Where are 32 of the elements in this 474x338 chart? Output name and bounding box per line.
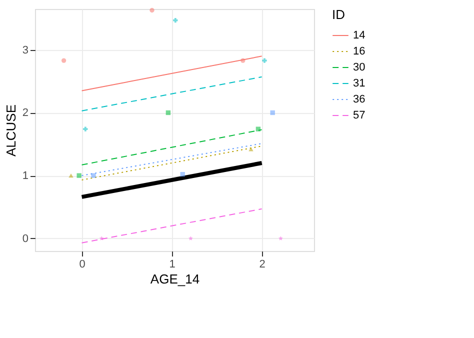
point bbox=[240, 58, 246, 63]
legend-label: 57 bbox=[353, 110, 366, 122]
point bbox=[76, 173, 82, 178]
y-tick-label: 2 bbox=[22, 107, 28, 120]
point bbox=[262, 58, 267, 63]
x-tick-label: 2 bbox=[259, 258, 266, 270]
point bbox=[278, 236, 283, 240]
y-tick-label: 3 bbox=[22, 44, 28, 56]
point bbox=[68, 174, 74, 178]
point bbox=[61, 58, 66, 63]
y-tick-label: 1 bbox=[22, 170, 28, 182]
point bbox=[83, 126, 88, 132]
point bbox=[188, 236, 193, 240]
point bbox=[180, 172, 185, 177]
legend-label: 31 bbox=[353, 78, 366, 90]
point bbox=[91, 173, 96, 178]
y-tick-label: 0 bbox=[22, 232, 28, 245]
point bbox=[150, 8, 154, 13]
point bbox=[166, 110, 171, 116]
legend-label: 14 bbox=[353, 30, 366, 42]
legend-title: ID bbox=[332, 7, 345, 22]
point bbox=[99, 236, 104, 240]
x-tick-label: 0 bbox=[79, 258, 86, 270]
legend-label: 30 bbox=[353, 62, 366, 74]
legend-label: 16 bbox=[353, 46, 366, 58]
y-axis-title: ALCUSE bbox=[3, 104, 18, 157]
legend-label: 36 bbox=[353, 94, 366, 106]
point bbox=[256, 126, 261, 132]
point bbox=[173, 18, 178, 23]
point bbox=[270, 110, 275, 116]
x-tick-label: 1 bbox=[169, 258, 176, 270]
x-axis-title: AGE_14 bbox=[150, 272, 200, 286]
